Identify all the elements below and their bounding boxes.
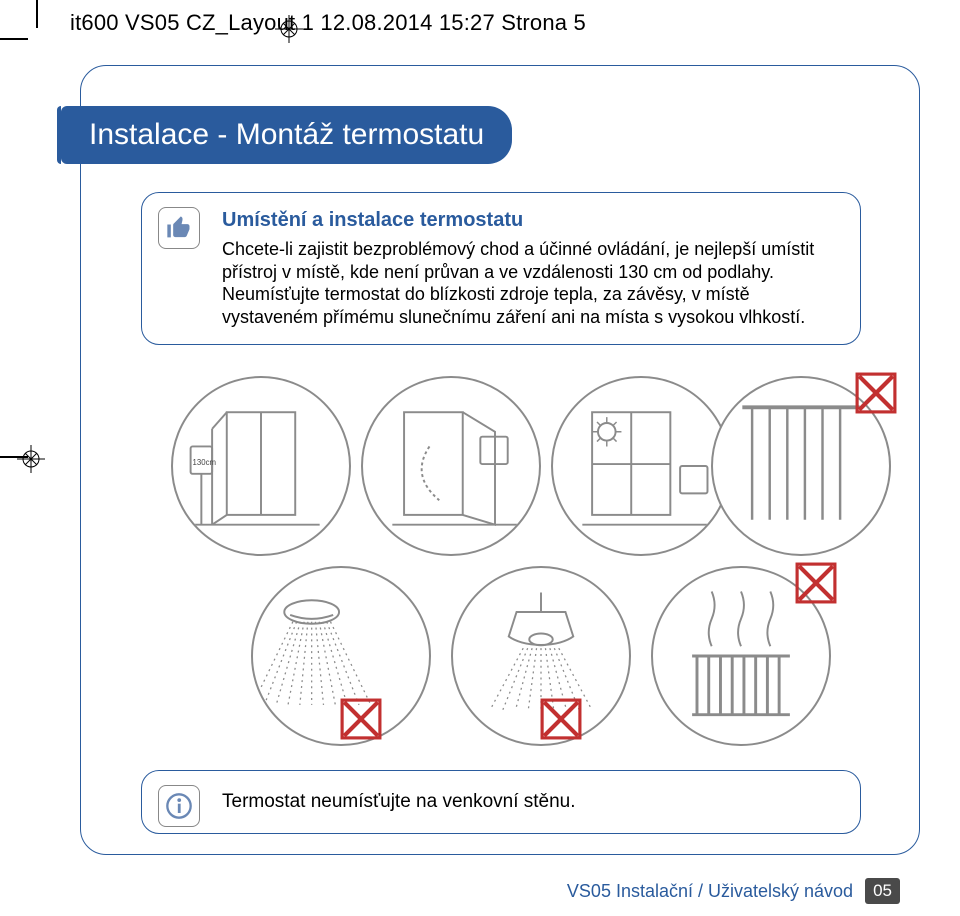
diagram-near-door-draft <box>361 376 541 556</box>
prohibited-x-icon <box>540 698 582 740</box>
page-footer: VS05 Instalační / Uživatelský návod 05 <box>567 878 900 904</box>
diagram-entry-door-height: 130cm <box>171 376 351 556</box>
prohibited-x-icon <box>340 698 382 740</box>
prohibited-x-icon <box>855 372 897 414</box>
footer-text: VS05 Instalační / Uživatelský návod <box>567 881 853 902</box>
file-header-text: it600 VS05 CZ_Layout 1 12.08.2014 15:27 … <box>70 10 586 35</box>
note-body: Chcete-li zajistit bezproblémový chod a … <box>222 238 840 328</box>
section-title-text: Instalace - Montáž termostatu <box>89 118 484 151</box>
prohibited-x-icon <box>795 562 837 604</box>
file-header: it600 VS05 CZ_Layout 1 12.08.2014 15:27 … <box>70 10 586 36</box>
registration-mark-icon <box>17 445 45 478</box>
page-number: 05 <box>865 878 900 904</box>
section-title: Instalace - Montáž termostatu <box>61 106 512 164</box>
page: it600 VS05 CZ_Layout 1 12.08.2014 15:27 … <box>0 0 960 916</box>
svg-text:130cm: 130cm <box>193 458 216 467</box>
registration-mark-icon <box>275 15 303 48</box>
note-title: Umístění a instalace termostatu <box>222 209 840 232</box>
diagram-direct-sun-window <box>551 376 731 556</box>
crop-mark <box>0 38 28 40</box>
crop-mark <box>36 0 38 28</box>
info-box: Termostat neumísťujte na venkovní stěnu. <box>141 770 861 834</box>
thumb-up-icon <box>158 207 200 249</box>
info-text: Termostat neumísťujte na venkovní stěnu. <box>222 791 840 813</box>
info-icon <box>158 785 200 827</box>
placement-diagram: 130cm <box>141 386 861 746</box>
placement-note-box: Umístění a instalace termostatu Chcete-l… <box>141 192 861 345</box>
main-panel: Instalace - Montáž termostatu Umístění a… <box>80 65 920 855</box>
